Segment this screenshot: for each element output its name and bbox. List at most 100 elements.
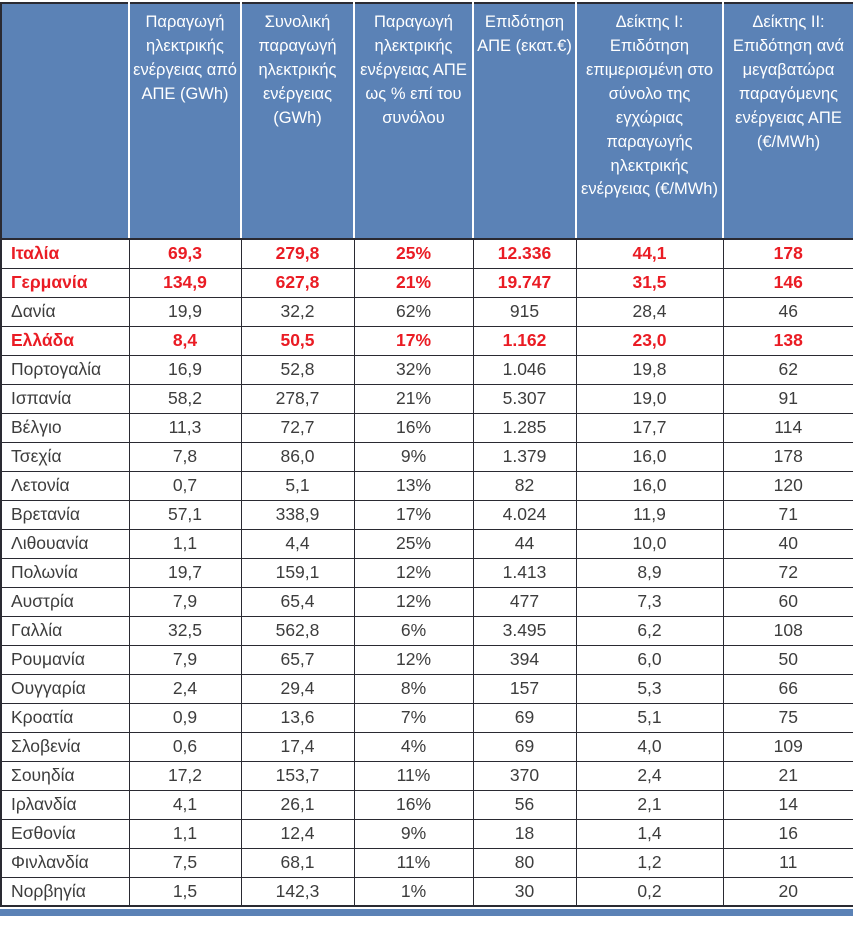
value-cell: 69 [472,731,577,762]
value-cell: 21% [353,383,474,414]
table-row: Αυστρία 7,9 65,4 12% 477 7,3 60 [0,586,853,617]
value-cell: 4% [353,731,474,762]
value-cell: 3.495 [472,615,577,646]
value-cell: 19,9 [128,296,242,327]
value-cell: 91 [722,383,853,414]
header-row: Παραγωγή ηλεκτρικής ενέργειας από ΑΠΕ (G… [1,3,853,240]
value-cell: 18 [472,818,577,849]
value-cell: 1.285 [472,412,577,443]
table-row: Γερμανία 134,9 627,8 21% 19.747 31,5 146 [0,267,853,298]
value-cell: 60 [722,586,853,617]
value-cell: 1,1 [128,528,242,559]
table-row: Φινλανδία 7,5 68,1 11% 80 1,2 11 [0,847,853,878]
value-cell: 11 [722,847,853,878]
value-cell: 17,7 [575,412,724,443]
value-cell: 1.413 [472,557,577,588]
value-cell: 44,1 [575,238,724,269]
value-cell: 4,4 [240,528,355,559]
value-cell: 62% [353,296,474,327]
value-cell: 1% [353,876,474,907]
value-cell: 109 [722,731,853,762]
value-cell: 134,9 [128,267,242,298]
value-cell: 4,1 [128,789,242,820]
value-cell: 69,3 [128,238,242,269]
value-cell: 16,0 [575,441,724,472]
value-cell: 62 [722,354,853,385]
country-cell: Τσεχία [0,441,130,472]
value-cell: 65,7 [240,644,355,675]
value-cell: 66 [722,673,853,704]
country-cell: Βρετανία [0,499,130,530]
value-cell: 5,1 [240,470,355,501]
country-cell: Σλοβενία [0,731,130,762]
value-cell: 178 [722,441,853,472]
country-cell: Γερμανία [0,267,130,298]
country-cell: Ιρλανδία [0,789,130,820]
value-cell: 6% [353,615,474,646]
table-row: Ισπανία 58,2 278,7 21% 5.307 19,0 91 [0,383,853,414]
value-cell: 31,5 [575,267,724,298]
value-cell: 153,7 [240,760,355,791]
value-cell: 7,9 [128,644,242,675]
value-cell: 10,0 [575,528,724,559]
value-cell: 1,2 [575,847,724,878]
value-cell: 11,9 [575,499,724,530]
country-cell: Ισπανία [0,383,130,414]
column-header-index-1: Δείκτης Ι: Επιδότηση επιμερισμένη στο σύ… [575,3,723,240]
value-cell: 0,9 [128,702,242,733]
value-cell: 21% [353,267,474,298]
table-row: Κροατία 0,9 13,6 7% 69 5,1 75 [0,702,853,733]
value-cell: 23,0 [575,325,724,356]
value-cell: 338,9 [240,499,355,530]
value-cell: 278,7 [240,383,355,414]
value-cell: 68,1 [240,847,355,878]
column-header-res-production: Παραγωγή ηλεκτρικής ενέργειας από ΑΠΕ (G… [128,3,241,240]
table-row: Τσεχία 7,8 86,0 9% 1.379 16,0 178 [0,441,853,472]
value-cell: 138 [722,325,853,356]
value-cell: 2,4 [575,760,724,791]
value-cell: 4.024 [472,499,577,530]
table-row: Λιθουανία 1,1 4,4 25% 44 10,0 40 [0,528,853,559]
value-cell: 57,1 [128,499,242,530]
column-header-index-2: Δείκτης ΙΙ: Επιδότηση ανά μεγαβατώρα παρ… [722,3,853,240]
value-cell: 9% [353,441,474,472]
value-cell: 16% [353,412,474,443]
value-cell: 2,1 [575,789,724,820]
value-cell: 58,2 [128,383,242,414]
country-cell: Πορτογαλία [0,354,130,385]
value-cell: 75 [722,702,853,733]
renewables-subsidy-table: Παραγωγή ηλεκτρικής ενέργειας από ΑΠΕ (G… [0,2,853,907]
value-cell: 11,3 [128,412,242,443]
value-cell: 1,1 [128,818,242,849]
value-cell: 7,8 [128,441,242,472]
value-cell: 72,7 [240,412,355,443]
value-cell: 12,4 [240,818,355,849]
table-row: Νορβηγία 1,5 142,3 1% 30 0,2 20 [0,876,853,907]
value-cell: 65,4 [240,586,355,617]
value-cell: 120 [722,470,853,501]
value-cell: 7,3 [575,586,724,617]
value-cell: 2,4 [128,673,242,704]
value-cell: 17% [353,325,474,356]
value-cell: 146 [722,267,853,298]
value-cell: 16,0 [575,470,724,501]
value-cell: 25% [353,238,474,269]
value-cell: 6,2 [575,615,724,646]
value-cell: 28,4 [575,296,724,327]
column-header-subsidy: Επιδότηση ΑΠΕ (εκατ.€) [472,3,576,240]
value-cell: 477 [472,586,577,617]
value-cell: 7,9 [128,586,242,617]
value-cell: 32,2 [240,296,355,327]
value-cell: 26,1 [240,789,355,820]
value-cell: 13,6 [240,702,355,733]
table-row: Σουηδία 17,2 153,7 11% 370 2,4 21 [0,760,853,791]
value-cell: 1.046 [472,354,577,385]
value-cell: 71 [722,499,853,530]
country-cell: Βέλγιο [0,412,130,443]
table-row: Εσθονία 1,1 12,4 9% 18 1,4 16 [0,818,853,849]
value-cell: 19.747 [472,267,577,298]
column-header-res-share: Παραγωγή ηλεκτρικής ενέργειας ΑΠΕ ως % ε… [353,3,473,240]
value-cell: 11% [353,760,474,791]
country-cell: Λιθουανία [0,528,130,559]
value-cell: 12.336 [472,238,577,269]
